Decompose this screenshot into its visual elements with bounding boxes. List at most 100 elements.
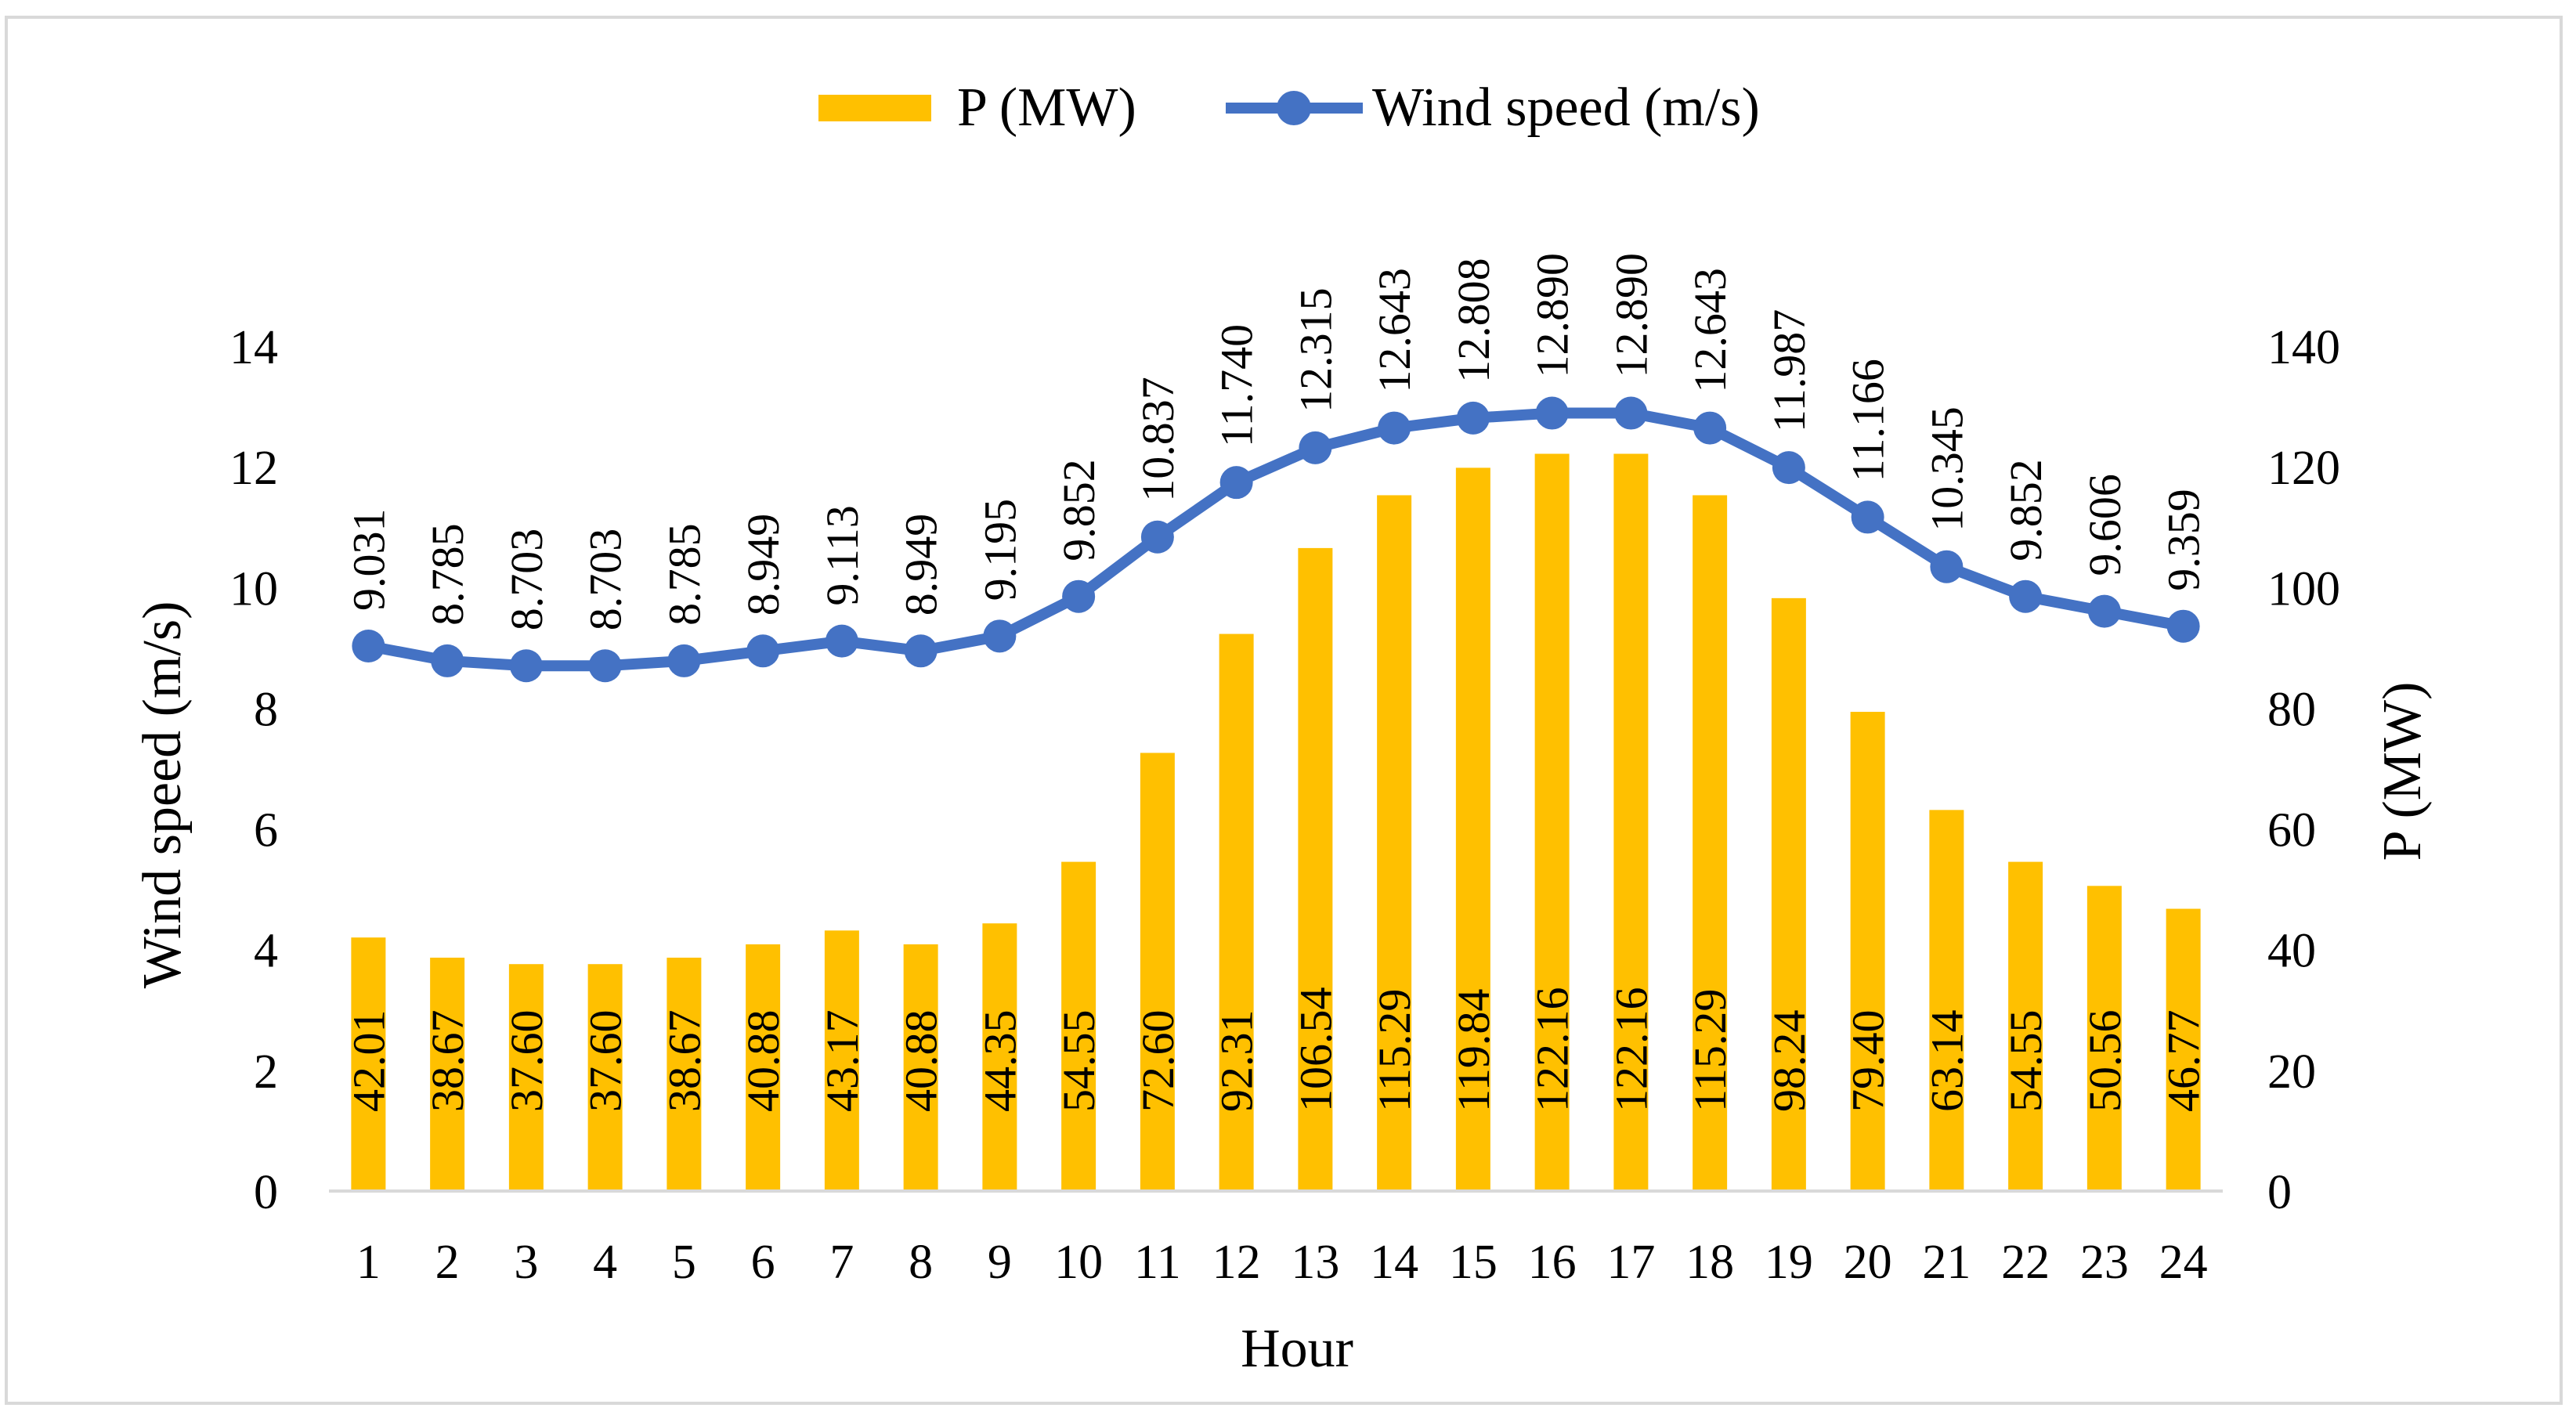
line-data-label: 8.785 (422, 523, 473, 626)
y-left-tick-label: 12 (229, 442, 278, 495)
line-marker (746, 634, 780, 668)
line-marker (588, 649, 622, 683)
bar (1455, 467, 1490, 1191)
bar (903, 944, 938, 1191)
bar (1850, 712, 1885, 1191)
bar (1693, 495, 1728, 1191)
line-data-label: 9.606 (2079, 474, 2130, 576)
bar-data-label: 63.14 (1921, 1010, 1972, 1113)
y-right-tick-label: 0 (2267, 1166, 2292, 1219)
x-tick-label: 18 (1685, 1236, 1734, 1289)
y-right-tick-label: 80 (2267, 683, 2316, 736)
x-tick-label: 7 (829, 1236, 854, 1289)
line-marker (1851, 500, 1884, 534)
bar-data-label: 46.77 (2159, 1010, 2209, 1113)
bar-data-label: 40.88 (896, 1010, 947, 1113)
bar-data-label: 106.54 (1290, 987, 1341, 1113)
bar (430, 957, 465, 1191)
line-marker (1930, 550, 1964, 583)
x-tick-label: 22 (2001, 1236, 2050, 1289)
bar-data-label: 54.55 (1053, 1010, 1104, 1113)
y-left-tick-label: 8 (254, 683, 278, 736)
bar (1771, 597, 1806, 1191)
x-tick-label: 17 (1606, 1236, 1655, 1289)
line-data-label: 12.890 (1606, 253, 1657, 378)
bar-data-label: 37.60 (501, 1010, 552, 1113)
bar (1061, 861, 1097, 1191)
bar-data-label: 44.35 (974, 1010, 1025, 1113)
bar (1140, 753, 1175, 1191)
bar (1613, 453, 1649, 1191)
line-data-label: 10.345 (1921, 406, 1972, 532)
y-right-tick-label: 20 (2267, 1045, 2316, 1099)
line-data-label: 9.031 (343, 508, 394, 611)
bar-data-label: 38.67 (422, 1010, 473, 1113)
line-marker (431, 644, 464, 677)
bar (1219, 634, 1254, 1191)
bar (824, 930, 859, 1191)
line-data-label: 9.852 (1053, 459, 1104, 561)
line-data-label: 12.808 (1448, 258, 1499, 383)
bar-data-label: 54.55 (2000, 1010, 2051, 1113)
bar-data-label: 43.17 (817, 1010, 868, 1113)
bar (746, 944, 781, 1191)
legend-line-label: Wind speed (m/s) (1372, 78, 1760, 138)
bar-data-label: 72.60 (1133, 1010, 1183, 1113)
legend-bar-label: P (MW) (957, 78, 1136, 138)
line-data-label: 12.315 (1290, 287, 1341, 413)
bar-data-label: 115.29 (1369, 989, 1420, 1112)
line-data-label: 11.166 (1843, 359, 1894, 482)
x-tick-label: 4 (593, 1236, 617, 1289)
y-right-tick-label: 100 (2267, 562, 2340, 615)
bar-data-label: 115.29 (1685, 989, 1736, 1112)
legend-bar-swatch (818, 95, 931, 121)
y-left-tick-label: 2 (254, 1045, 278, 1099)
bar (351, 937, 386, 1191)
y-right-tick-label: 140 (2267, 321, 2340, 374)
line-data-label: 9.359 (2159, 489, 2209, 591)
x-tick-label: 23 (2080, 1236, 2129, 1289)
y-right-tick-label: 40 (2267, 925, 2316, 978)
x-tick-label: 24 (2159, 1236, 2208, 1289)
bar (982, 923, 1017, 1191)
bar (1929, 810, 1964, 1191)
y-left-tick-label: 6 (254, 804, 278, 857)
bar (2166, 908, 2201, 1191)
line-marker (1378, 411, 1411, 445)
bar-data-label: 122.16 (1606, 987, 1657, 1113)
x-tick-label: 11 (1134, 1236, 1181, 1289)
x-tick-label: 1 (356, 1236, 381, 1289)
bar-data-label: 37.60 (580, 1010, 631, 1113)
line-series (352, 396, 2200, 683)
line-marker (1299, 431, 1332, 464)
line-marker (1772, 451, 1805, 485)
line-marker (1693, 411, 1727, 445)
line-marker (2009, 579, 2043, 613)
line-data-label: 11.740 (1212, 324, 1263, 447)
line-marker (1062, 579, 1096, 613)
line-marker (667, 644, 701, 677)
line-data-label: 12.890 (1527, 253, 1578, 378)
y-left-tick-label: 14 (229, 321, 278, 374)
legend: P (MW) Wind speed (m/s) (818, 78, 1760, 138)
x-tick-label: 10 (1054, 1236, 1103, 1289)
y-axis-right-ticks: 0 20 40 60 80 100 120 140 (2267, 321, 2340, 1219)
line-marker (904, 634, 938, 668)
bar (508, 964, 544, 1191)
y-left-tick-label: 4 (254, 925, 278, 978)
x-tick-label: 19 (1765, 1236, 1813, 1289)
bar-data-label: 79.40 (1843, 1010, 1894, 1113)
x-axis-ticks: 1 2 3 4 5 6 7 8 9 10 11 12 13 14 15 16 17 18 19 20 21 22 23 24 (356, 1236, 2208, 1289)
line-marker (983, 619, 1017, 653)
line-marker (1140, 520, 1174, 554)
line-marker (2166, 609, 2200, 643)
line-data-label: 9.195 (974, 499, 1025, 601)
chart-border (5, 16, 2563, 1405)
x-tick-label: 13 (1291, 1236, 1339, 1289)
bar-data-label: 122.16 (1527, 987, 1578, 1113)
x-tick-label: 5 (672, 1236, 696, 1289)
line-data-label: 9.852 (2000, 459, 2051, 561)
bar-data-label: 40.88 (738, 1010, 789, 1113)
x-tick-label: 12 (1212, 1236, 1261, 1289)
